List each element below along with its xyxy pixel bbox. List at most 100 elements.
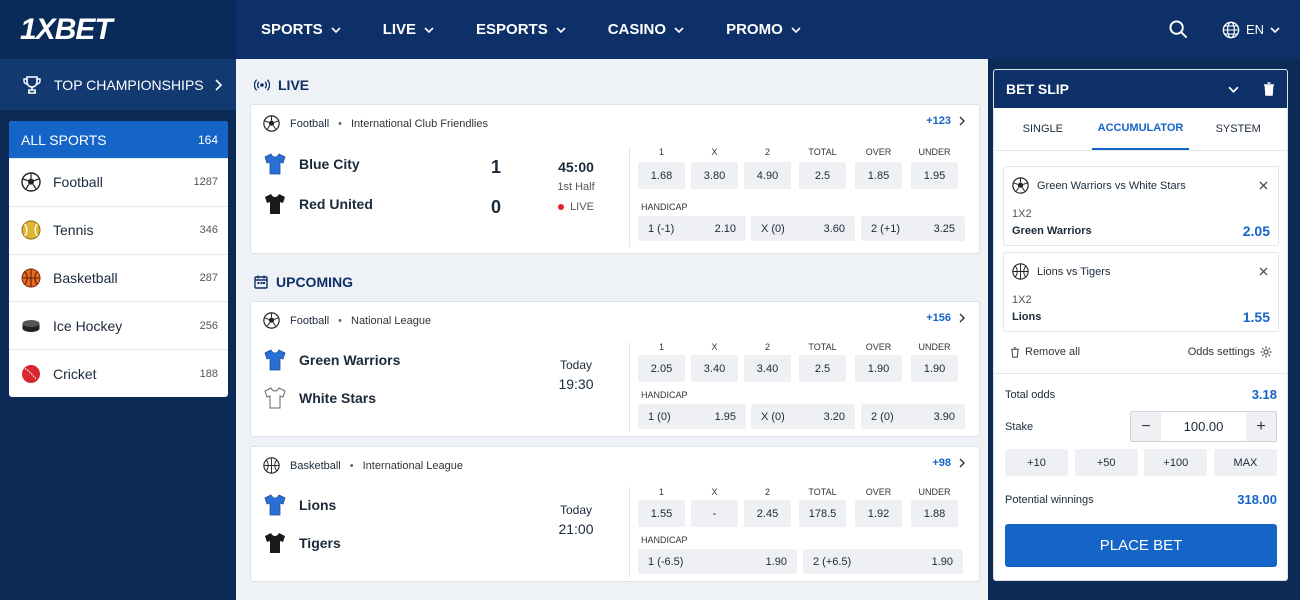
- jersey-black-icon: [265, 194, 285, 214]
- more-markets-link[interactable]: +123: [926, 115, 965, 127]
- sports-list: ALL SPORTS 164 Football 1287 Tennis 346 …: [9, 121, 228, 397]
- tab-single[interactable]: SINGLE: [1022, 123, 1064, 135]
- live-label: LIVE: [570, 201, 594, 213]
- match-card-live[interactable]: Football • International Club Friendlies…: [250, 104, 980, 254]
- odd-button[interactable]: 3.40: [744, 355, 791, 382]
- odds-settings-button[interactable]: Odds settings: [1188, 346, 1277, 358]
- more-markets-link[interactable]: +156: [926, 312, 965, 324]
- tab-accumulator[interactable]: ACCUMULATOR: [1091, 108, 1190, 150]
- quick-stake-max[interactable]: MAX: [1213, 449, 1277, 476]
- quick-stake-50[interactable]: +50: [1074, 449, 1138, 476]
- top-championships-link[interactable]: TOP CHAMPIONSHIPS: [0, 59, 236, 110]
- more-markets-link[interactable]: +98: [932, 457, 965, 469]
- sidebar-item-tennis[interactable]: Tennis 346: [9, 205, 228, 254]
- odd-button[interactable]: 1.55: [638, 500, 685, 527]
- remove-all-label: Remove all: [1025, 346, 1081, 358]
- clear-slip-button[interactable]: [1263, 82, 1275, 96]
- potential-winnings-value: 318.00: [1237, 492, 1277, 507]
- logo[interactable]: 1XBET: [20, 12, 113, 46]
- language-selector[interactable]: EN: [1222, 21, 1280, 39]
- stake-decrease-button[interactable]: −: [1131, 412, 1161, 441]
- handicap-button[interactable]: 2 (+6.5) 1.90: [803, 549, 963, 574]
- nav-promo[interactable]: PROMO: [726, 21, 801, 38]
- odd-button[interactable]: 1.68: [638, 162, 685, 189]
- logo-container[interactable]: 1XBET: [0, 0, 236, 59]
- live-indicator: LIVE: [536, 201, 616, 213]
- odd-button[interactable]: 1.85: [855, 162, 902, 189]
- quick-stake-10[interactable]: +10: [1005, 449, 1068, 476]
- handicap-button[interactable]: 1 (0) 1.95: [638, 404, 746, 429]
- match-clock: 21:00: [558, 521, 594, 537]
- search-button[interactable]: [1169, 20, 1188, 39]
- match-time: Today 21:00: [536, 503, 616, 537]
- bet-pick: Lions: [1012, 311, 1042, 323]
- nav-live[interactable]: LIVE: [383, 21, 434, 38]
- stake-input[interactable]: [1161, 412, 1246, 441]
- match-card-upcoming[interactable]: Football • National League +156 Green Wa…: [250, 301, 980, 437]
- nav-esports[interactable]: ESPORTS: [476, 21, 566, 38]
- sport-name: Cricket: [53, 365, 97, 382]
- cricket-ball-icon: [21, 364, 41, 384]
- total-odds-row: Total odds 3.18: [1005, 387, 1277, 402]
- team-name: Lions: [299, 497, 337, 513]
- sidebar-item-ice-hockey[interactable]: Ice Hockey 256: [9, 301, 228, 349]
- odd-button[interactable]: 1.90: [855, 355, 902, 382]
- odds-header: TOTAL: [808, 342, 837, 352]
- odd-button[interactable]: 2.5: [799, 355, 846, 382]
- team-name: Red United: [299, 196, 373, 212]
- handicap-button[interactable]: X (0) 3.60: [751, 216, 855, 241]
- odd-button[interactable]: 2.45: [744, 500, 791, 527]
- tab-system[interactable]: SYSTEM: [1215, 123, 1261, 135]
- nav-casino[interactable]: CASINO: [608, 21, 684, 38]
- match-card-upcoming[interactable]: Basketball • International League +98 Li…: [250, 446, 980, 582]
- team-away: Tigers: [263, 532, 341, 554]
- remove-all-button[interactable]: Remove all: [1005, 346, 1080, 358]
- handicap-line: 2 (+1): [871, 222, 901, 235]
- sidebar-item-football[interactable]: Football 1287: [9, 158, 228, 206]
- remove-bet-button[interactable]: [1259, 263, 1268, 281]
- all-sports-count: 164: [197, 132, 218, 147]
- odd-button[interactable]: 1.88: [911, 500, 958, 527]
- place-bet-button[interactable]: PLACE BET: [1005, 524, 1277, 567]
- collapse-button[interactable]: [1228, 86, 1239, 93]
- odd-button[interactable]: 2.05: [638, 355, 685, 382]
- odd-button[interactable]: 1.90: [911, 355, 958, 382]
- odd-button[interactable]: 2.5: [799, 162, 846, 189]
- match-league: National League: [351, 314, 432, 327]
- all-sports-item[interactable]: ALL SPORTS 164: [9, 121, 228, 158]
- remove-bet-button[interactable]: [1259, 177, 1268, 195]
- odd-button[interactable]: -: [691, 500, 738, 527]
- odd-button[interactable]: 178.5: [799, 500, 846, 527]
- odd-button[interactable]: 3.80: [691, 162, 738, 189]
- odd-button[interactable]: 1.95: [911, 162, 958, 189]
- match-header: Football • National League: [263, 312, 431, 329]
- odd-button[interactable]: 1.92: [855, 500, 902, 527]
- odd-button[interactable]: 3.40: [691, 355, 738, 382]
- odds-header: 2: [764, 342, 770, 352]
- sidebar-item-basketball[interactable]: Basketball 287: [9, 253, 228, 302]
- sidebar-item-cricket[interactable]: Cricket 188: [9, 349, 228, 397]
- divider: [994, 373, 1287, 374]
- chevron-down-icon: [791, 26, 801, 33]
- nav-label: PROMO: [726, 21, 783, 38]
- quick-stake-buttons: +10 +50 +100 MAX: [1005, 449, 1277, 476]
- team-name: Tigers: [299, 535, 341, 551]
- handicap-button[interactable]: 1 (-1) 2.10: [638, 216, 746, 241]
- handicap-line: 2 (0): [871, 410, 894, 423]
- stake-increase-button[interactable]: +: [1246, 412, 1276, 441]
- handicap-button[interactable]: 2 (+1) 3.25: [861, 216, 965, 241]
- top-header: 1XBET SPORTS LIVE ESPORTS CASINO PROMO E…: [0, 0, 1300, 59]
- handicap-button[interactable]: 1 (-6.5) 1.90: [638, 549, 797, 574]
- total-odds-label: Total odds: [1005, 388, 1056, 401]
- odd-button[interactable]: 4.90: [744, 162, 791, 189]
- quick-stake-100[interactable]: +100: [1144, 449, 1208, 476]
- handicap-button[interactable]: 2 (0) 3.90: [861, 404, 965, 429]
- language-label: EN: [1245, 22, 1264, 37]
- match-sport: Football: [290, 117, 330, 130]
- jersey-blue-icon: [264, 153, 286, 175]
- handicap-button[interactable]: X (0) 3.20: [751, 404, 855, 429]
- handicap-odd: 3.20: [823, 410, 845, 423]
- separator-dot: •: [338, 117, 342, 130]
- chevron-down-icon: [556, 26, 566, 33]
- nav-sports[interactable]: SPORTS: [261, 21, 341, 38]
